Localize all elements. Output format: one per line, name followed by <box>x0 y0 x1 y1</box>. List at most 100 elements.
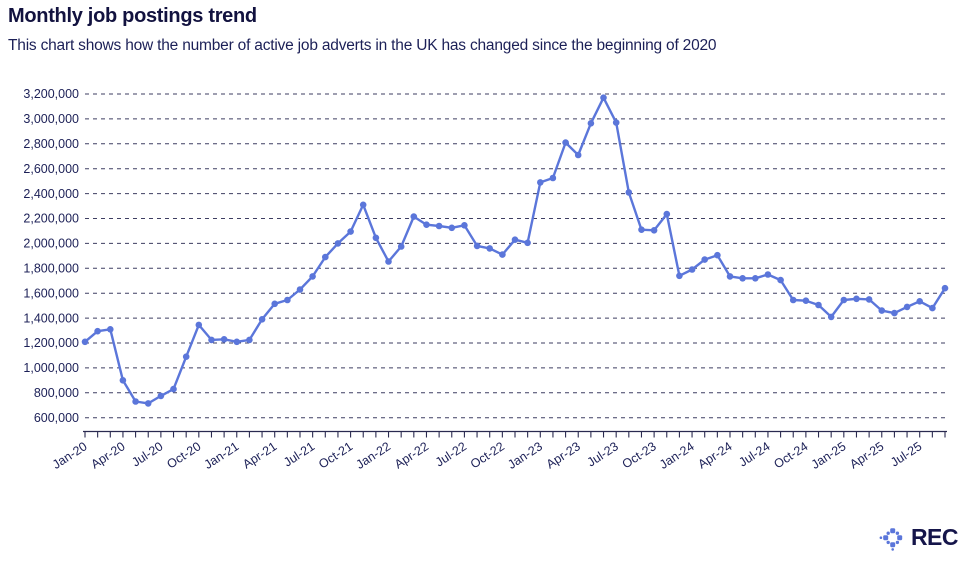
y-tick-label: 1,400,000 <box>23 311 79 325</box>
data-point <box>182 353 190 361</box>
data-point <box>739 275 746 282</box>
data-point <box>132 398 139 405</box>
data-point <box>170 385 177 393</box>
data-point <box>650 227 658 234</box>
data-point <box>284 296 291 304</box>
x-tick-label: Oct-20 <box>164 439 203 471</box>
y-tick-label: 3,000,000 <box>23 112 79 126</box>
data-point <box>878 307 886 314</box>
y-tick-label: 2,800,000 <box>23 137 79 151</box>
data-point <box>827 313 835 321</box>
data-point <box>537 179 544 186</box>
y-tick-label: 800,000 <box>34 386 79 400</box>
data-point <box>435 222 443 230</box>
data-point <box>612 119 620 126</box>
x-tick-label: Jul-23 <box>585 439 621 469</box>
data-point <box>676 272 683 280</box>
x-tick-label: Jan-23 <box>505 439 545 472</box>
data-point <box>587 120 595 127</box>
data-point <box>891 309 898 317</box>
data-point <box>81 338 89 346</box>
data-point <box>789 296 797 304</box>
data-point <box>600 94 607 101</box>
x-tick-label: Jan-20 <box>50 439 90 472</box>
y-tick-label: 1,800,000 <box>23 262 79 276</box>
data-point <box>714 251 721 259</box>
y-tick-label: 3,200,000 <box>23 87 79 101</box>
x-tick-label: Apr-21 <box>240 439 279 471</box>
y-tick-label: 1,000,000 <box>23 361 79 375</box>
data-point <box>372 234 380 242</box>
data-point <box>385 258 392 265</box>
data-point <box>258 316 266 323</box>
data-point <box>119 377 127 384</box>
data-point <box>94 327 101 335</box>
rec-logo-text: REC <box>910 524 959 550</box>
data-point <box>448 224 456 232</box>
data-point <box>296 286 304 293</box>
x-tick-label: Jan-22 <box>353 439 393 472</box>
y-tick-label: 2,200,000 <box>23 212 79 226</box>
data-point <box>195 321 203 329</box>
x-tick-label: Jul-22 <box>433 439 469 469</box>
x-tick-label: Oct-24 <box>771 439 810 471</box>
x-tick-label: Jul-21 <box>281 439 317 469</box>
y-tick-label: 1,200,000 <box>23 336 79 350</box>
x-tick-label: Jan-21 <box>202 439 242 472</box>
data-point <box>486 245 494 252</box>
rec-logo: REC <box>879 524 959 551</box>
data-point <box>941 284 949 292</box>
x-tick-label: Oct-23 <box>620 439 659 471</box>
data-point <box>233 338 241 346</box>
data-point <box>499 251 506 258</box>
data-point <box>157 392 165 400</box>
x-tick-label: Apr-23 <box>544 439 583 471</box>
x-tick-label: Jan-25 <box>809 439 849 472</box>
x-tick-label: Jan-24 <box>657 439 697 472</box>
data-point <box>574 151 582 159</box>
x-tick-label: Apr-20 <box>88 439 127 471</box>
y-tick-label: 2,400,000 <box>23 187 79 201</box>
y-tick-label: 2,600,000 <box>23 162 79 176</box>
data-point <box>815 301 822 309</box>
data-point <box>764 271 772 278</box>
data-point <box>752 275 759 282</box>
data-point <box>865 296 873 303</box>
data-point <box>638 226 645 233</box>
x-tick-label: Apr-22 <box>392 439 431 471</box>
data-point <box>347 228 354 235</box>
data-point <box>334 240 342 247</box>
x-tick-label: Oct-21 <box>316 439 355 471</box>
data-point <box>246 336 253 344</box>
x-tick-label: Jul-20 <box>129 439 165 469</box>
y-tick-label: 2,000,000 <box>23 237 79 251</box>
data-point <box>562 139 569 146</box>
rec-diamond-icon <box>879 528 903 551</box>
data-point <box>701 256 708 263</box>
page-subtitle: This chart shows how the number of activ… <box>8 37 717 54</box>
x-tick-label: Jul-25 <box>888 439 924 469</box>
data-point <box>423 221 430 228</box>
data-point <box>271 300 279 308</box>
data-point <box>461 222 468 229</box>
x-tick-label: Oct-22 <box>468 439 507 471</box>
data-point <box>410 213 418 220</box>
page-title: Monthly job postings trend <box>8 5 257 27</box>
data-point <box>220 336 228 343</box>
x-tick-label: Apr-25 <box>847 439 886 471</box>
data-point <box>916 298 923 305</box>
data-point <box>802 297 810 305</box>
data-point <box>688 266 696 273</box>
data-point <box>208 336 215 344</box>
data-point <box>144 400 152 407</box>
y-tick-label: 1,600,000 <box>23 286 79 300</box>
data-point <box>777 276 784 284</box>
data-point <box>840 296 848 304</box>
x-tick-label: Jul-24 <box>736 439 772 469</box>
x-tick-label: Apr-24 <box>696 439 735 471</box>
data-point <box>549 174 557 182</box>
data-point <box>397 243 405 250</box>
data-point <box>107 326 114 333</box>
